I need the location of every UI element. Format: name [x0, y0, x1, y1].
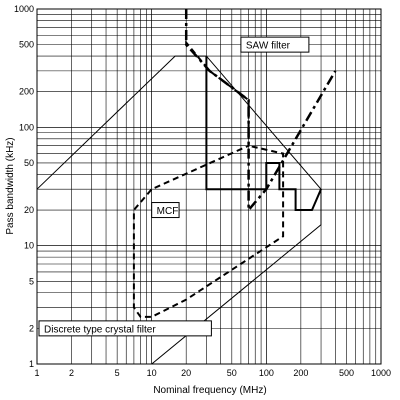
annotation-label: MCF	[157, 206, 179, 217]
x-tick-label: 2	[69, 368, 74, 378]
y-tick-label: 20	[24, 205, 34, 215]
annotation-label: SAW filter	[246, 41, 291, 52]
x-tick-label: 50	[227, 368, 237, 378]
x-tick-label: 20	[181, 368, 191, 378]
region-outline-series-2	[132, 39, 285, 318]
x-axis-label: Nominal frequency (MHz)	[153, 385, 266, 396]
annotation-layer: SAW filter MCF Discrete type crystal filte…	[38, 36, 310, 337]
y-tick-labels: 1 2 5 10 20 50 100 200 500 1000	[14, 4, 34, 369]
y-tick-label: 100	[19, 122, 34, 132]
region-outline-saw-filter	[184, 9, 337, 214]
y-axis-label: Pass bandwidth (kHz)	[5, 137, 16, 234]
annotation-label: Discrete type crystal filter	[44, 324, 156, 335]
x-tick-label: 100	[259, 368, 274, 378]
region-outline-discrete-type-crystal-filter	[36, 55, 322, 365]
x-tick-labels: 1 2 5 10 20 50 100 200 500 1000	[34, 368, 391, 378]
y-tick-label: 200	[19, 87, 34, 97]
annotation-box	[151, 202, 180, 219]
y-tick-label: 1000	[14, 4, 34, 14]
y-tick-label: 1	[29, 359, 34, 369]
y-tick-label: 50	[24, 158, 34, 168]
x-tick-label: 1	[34, 368, 39, 378]
x-tick-label: 500	[339, 368, 354, 378]
x-tick-label: 10	[147, 368, 157, 378]
x-tick-label: 1000	[371, 368, 391, 378]
annotation-box	[240, 36, 310, 53]
plot-frame	[36, 8, 382, 365]
series-layer	[36, 9, 337, 365]
grid-lines	[36, 8, 382, 365]
x-tick-label: 5	[115, 368, 120, 378]
x-tick-label: 200	[293, 368, 308, 378]
region-outline-mcf	[205, 56, 322, 211]
y-tick-label: 500	[19, 40, 34, 50]
y-tick-label: 10	[24, 241, 34, 251]
y-tick-label: 2	[29, 323, 34, 333]
annotation-box	[38, 320, 212, 337]
y-tick-label: 5	[29, 276, 34, 286]
